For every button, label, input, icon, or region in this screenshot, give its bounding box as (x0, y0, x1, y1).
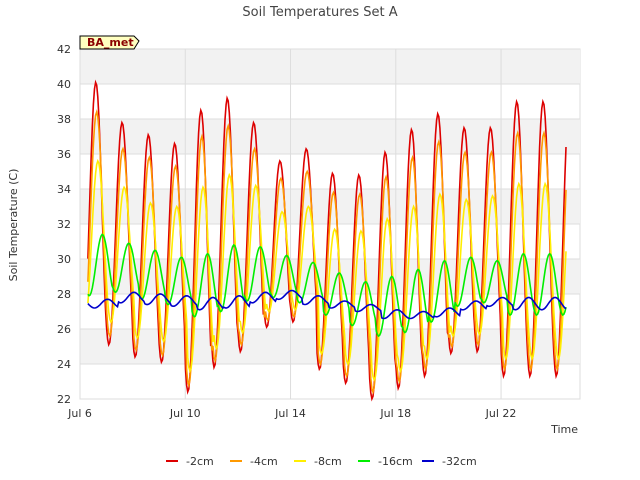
series-line-32cmcm (87, 289, 567, 320)
x-tick-label: Jul 22 (485, 407, 517, 420)
x-axis-ticks: Jul 6 Jul 10 Jul 14 Jul 18 Jul 22 (67, 407, 516, 420)
x-tick-label: Jul 6 (67, 407, 92, 420)
plot-band (80, 49, 580, 84)
legend-label: -32cm (442, 455, 477, 468)
x-axis-label: Time (550, 423, 578, 436)
legend: -2cm -4cm -8cm -16cm -32cm (166, 455, 477, 468)
y-tick-label: 42 (57, 43, 71, 56)
y-tick-label: 30 (57, 253, 71, 266)
y-tick-label: 36 (57, 148, 71, 161)
y-axis-ticks: 22 24 26 28 30 32 34 36 38 40 42 (57, 43, 71, 406)
y-tick-label: 24 (57, 358, 71, 371)
station-badge-label: BA_met (87, 36, 134, 49)
legend-label: -8cm (314, 455, 342, 468)
legend-label: -16cm (378, 455, 413, 468)
y-tick-label: 32 (57, 218, 71, 231)
y-tick-label: 40 (57, 78, 71, 91)
series-line-4cmcm (87, 109, 567, 395)
plot-band (80, 119, 580, 154)
chart-title: Soil Temperatures Set A (242, 5, 397, 20)
y-tick-label: 38 (57, 113, 71, 126)
y-axis-label: Soil Temperature (C) (7, 169, 20, 282)
x-tick-label: Jul 10 (169, 407, 201, 420)
series-line-16cmcm (87, 233, 567, 338)
y-tick-label: 26 (57, 323, 71, 336)
series-line-2cmcm (87, 79, 567, 402)
series-line-8cmcm (87, 158, 567, 382)
y-tick-label: 22 (57, 393, 71, 406)
x-tick-label: Jul 14 (274, 407, 306, 420)
station-badge: BA_met (79, 35, 140, 50)
y-tick-label: 28 (57, 288, 71, 301)
series-lines (87, 79, 567, 402)
y-tick-label: 34 (57, 183, 71, 196)
legend-label: -4cm (250, 455, 278, 468)
legend-label: -2cm (186, 455, 214, 468)
grid-lines (79, 48, 580, 400)
x-tick-label: Jul 18 (379, 407, 411, 420)
